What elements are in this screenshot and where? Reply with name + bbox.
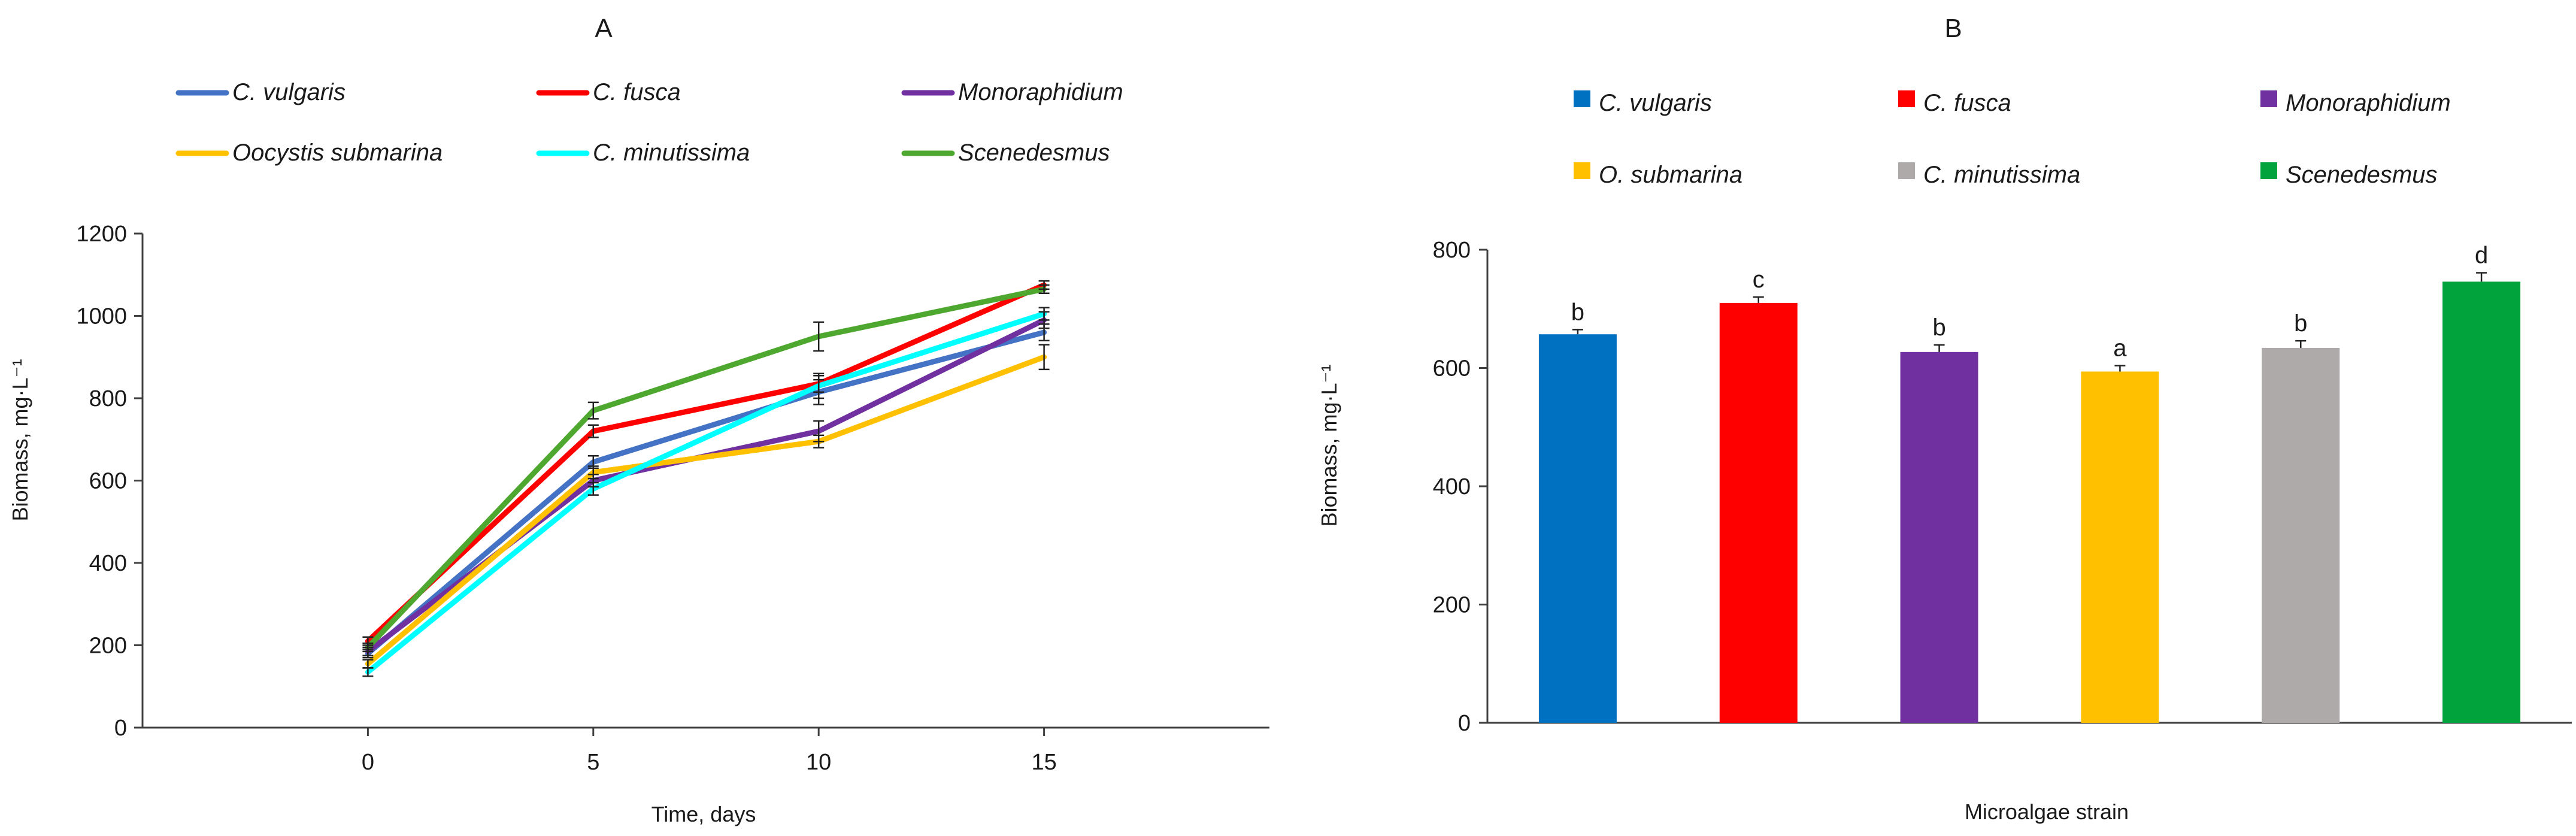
legend-entry-c-minutissima: C. minutissima [536,140,750,166]
legend-entry-c-fusca: C. fusca [536,79,681,105]
panel-a-y-tick-label: 600 [89,469,127,494]
legend-entry-o-submarina: O. submarina [1574,162,1742,188]
legend-label: O. submarina [1599,162,1742,188]
panel-b-y-tick-label: 800 [1433,238,1471,263]
series-line-c-minutissima [365,311,1047,675]
panel-b-y-tick-label: 0 [1458,711,1471,736]
panel-a-line-chart: A C. vulgaris C. fusca Monoraphidium Oocyst… [8,14,1269,826]
panel-a-legend: C. vulgaris C. fusca Monoraphidium Oocystis… [175,79,1123,166]
legend-entry-monoraphidium: Monoraphidium [901,79,1123,105]
panel-a-y-tick-label: 0 [114,716,127,741]
panel-b-y-tick-label: 400 [1433,474,1471,499]
legend-swatch [1574,162,1590,179]
panel-b-y-axis-title: Biomass, mg·L⁻¹ [1317,364,1341,526]
panel-a-y-tick-label: 800 [89,386,127,411]
panel-a-axes: 0 200 400 600 800 1000 1200 0 5 10 15 [76,222,1269,775]
error-bar-scenedesmus [587,401,599,420]
bar-c-minutissima [2262,347,2340,723]
legend-entry-scenedesmus: Scenedesmus [901,140,1110,166]
significance-letter-c-vulgaris: b [1571,299,1584,325]
legend-swatch [1898,90,1915,107]
bar-o-submarina [2081,371,2159,723]
legend-label: Scenedesmus [2286,162,2437,188]
error-bar-oocystis-submarina [587,465,599,480]
bar-scenedesmus [2442,281,2521,723]
legend-swatch [1574,90,1590,107]
legend-label: C. minutissima [1923,162,2080,188]
legend-swatch [2260,162,2277,179]
series-line-c-fusca [365,282,1047,644]
legend-entry-c-vulgaris: C. vulgaris [175,79,346,105]
legend-label: C. minutissima [593,140,750,166]
legend-label: C. vulgaris [232,79,346,105]
panel-a-x-tick-label: 0 [362,750,374,775]
panel-a-label: A [595,14,613,43]
legend-label: Monoraphidium [2286,90,2451,116]
panel-b-legend: C. vulgaris C. fusca Monoraphidium O. subma… [1574,90,2451,188]
panel-b-x-axis-title: Microalgae strain [1965,799,2129,824]
error-bar-c-fusca [587,424,599,438]
significance-letter-scenedesmus: d [2475,243,2488,269]
significance-letter-c-minutissima: b [2294,310,2307,337]
legend-entry-c-minutissima: C. minutissima [1898,162,2080,188]
legend-entry-monoraphidium: Monoraphidium [2260,90,2451,116]
legend-label: Monoraphidium [958,79,1123,105]
error-bar-oocystis-submarina [1038,344,1050,371]
legend-swatch [2260,90,2277,107]
error-bar-scenedesmus [813,321,825,352]
panel-b-bar-chart: B C. vulgaris C. fusca Monoraphidium O. sub… [1317,14,2572,824]
panel-a-x-tick-label: 10 [806,750,831,775]
panel-b-y-tick-label: 200 [1433,593,1471,618]
error-bar-c-minutissima [813,372,825,399]
series-line-c-vulgaris [365,329,1047,656]
panel-a-x-axis-title: Time, days [651,802,756,826]
error-bar-scenedesmus [362,642,374,653]
panel-b-axes: 0 200 400 600 800 [1433,238,2572,736]
error-bar-oocystis-submarina [813,434,825,449]
significance-letter-c-fusca: c [1753,266,1765,293]
legend-label: Oocystis submarina [232,140,443,166]
legend-label: Scenedesmus [958,140,1110,166]
panel-a-y-tick-label: 400 [89,551,127,576]
bar-monoraphidium [1900,352,1978,723]
series-line-monoraphidium [365,317,1047,655]
panel-a-y-tick-label: 1000 [76,304,127,329]
legend-entry-scenedesmus: Scenedesmus [2260,162,2437,188]
error-bar-c-minutissima [587,481,599,496]
panel-a-x-tick-label: 15 [1031,750,1056,775]
panel-b-bars: b c b a b d [1538,243,2521,723]
panel-b-label: B [1944,14,1962,43]
panel-a-y-axis-title: Biomass, mg·L⁻¹ [8,359,32,521]
series-line-oocystis-submarina [365,354,1047,667]
panel-a-series [362,280,1050,677]
legend-swatch [1898,162,1915,179]
panel-a-y-tick-label: 1200 [76,222,127,247]
legend-entry-oocystis-submarina: Oocystis submarina [175,140,443,166]
series-line-scenedesmus [365,286,1047,650]
error-bar-scenedesmus [1038,284,1050,294]
significance-letter-o-submarina: a [2113,335,2127,362]
legend-label: C. fusca [1923,90,2011,116]
bar-c-vulgaris [1538,334,1617,723]
panel-b-y-tick-label: 600 [1433,356,1471,381]
significance-letter-monoraphidium: b [1932,314,1945,341]
panel-a-y-tick-label: 200 [89,634,127,659]
error-bar-c-minutissima [362,667,374,677]
legend-label: C. fusca [593,79,681,105]
legend-entry-c-vulgaris: C. vulgaris [1574,90,1712,116]
legend-entry-c-fusca: C. fusca [1898,90,2011,116]
panel-a-x-tick-label: 5 [587,750,599,775]
error-bar-c-minutissima [1038,307,1050,321]
bar-c-fusca [1719,302,1798,723]
legend-label: C. vulgaris [1599,90,1712,116]
